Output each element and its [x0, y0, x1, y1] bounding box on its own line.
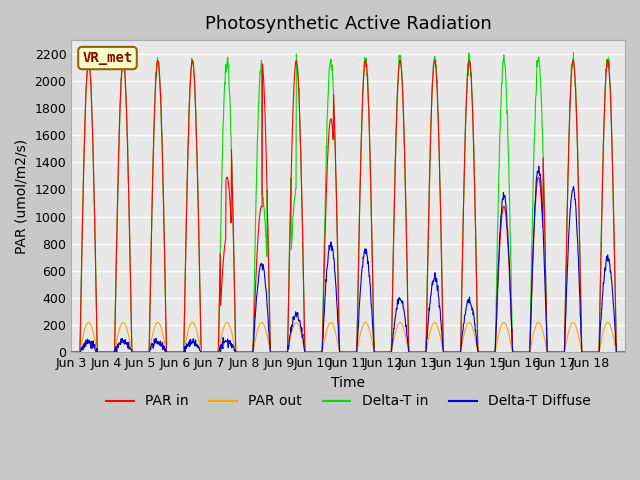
Line: PAR out: PAR out — [71, 323, 625, 352]
Delta-T in — [570, 50, 577, 56]
PAR out — [621, 349, 629, 355]
Y-axis label: PAR (umol/m2/s): PAR (umol/m2/s) — [15, 139, 29, 254]
Delta-T Diffuse — [323, 265, 331, 271]
Line: Delta-T Diffuse: Delta-T Diffuse — [71, 166, 625, 352]
Delta-T in — [323, 118, 331, 123]
PAR out — [560, 349, 568, 355]
PAR out — [67, 349, 75, 355]
PAR in — [67, 349, 75, 355]
PAR in — [560, 349, 568, 355]
Delta-T in — [333, 240, 341, 245]
Delta-T in — [614, 349, 622, 355]
PAR in — [614, 349, 622, 355]
Delta-T Diffuse — [560, 349, 568, 355]
PAR out — [334, 341, 342, 347]
Title: Photosynthetic Active Radiation: Photosynthetic Active Radiation — [205, 15, 492, 33]
Delta-T Diffuse — [333, 313, 341, 319]
Line: Delta-T in: Delta-T in — [71, 53, 625, 352]
PAR in — [621, 349, 629, 355]
Delta-T in — [621, 349, 629, 355]
Line: PAR in: PAR in — [71, 60, 625, 352]
Delta-T in — [67, 349, 75, 355]
PAR in — [324, 160, 332, 166]
Delta-T Diffuse — [621, 349, 629, 355]
Delta-T Diffuse — [154, 340, 162, 346]
Delta-T Diffuse — [614, 349, 622, 355]
PAR in — [334, 264, 342, 270]
Delta-T Diffuse — [479, 349, 486, 355]
Text: VR_met: VR_met — [83, 51, 132, 65]
Delta-T in — [560, 349, 568, 355]
PAR out — [614, 349, 622, 355]
X-axis label: Time: Time — [331, 376, 365, 390]
PAR in — [84, 58, 92, 63]
PAR out — [479, 349, 486, 355]
Delta-T Diffuse — [535, 163, 543, 169]
PAR out — [84, 320, 92, 325]
PAR out — [324, 325, 332, 331]
PAR in — [479, 349, 486, 355]
Delta-T in — [154, 61, 162, 67]
Delta-T Diffuse — [67, 349, 75, 355]
Delta-T in — [479, 349, 486, 355]
Legend: PAR in, PAR out, Delta-T in, Delta-T Diffuse: PAR in, PAR out, Delta-T in, Delta-T Dif… — [100, 389, 596, 414]
PAR in — [154, 59, 162, 64]
PAR out — [154, 320, 162, 325]
